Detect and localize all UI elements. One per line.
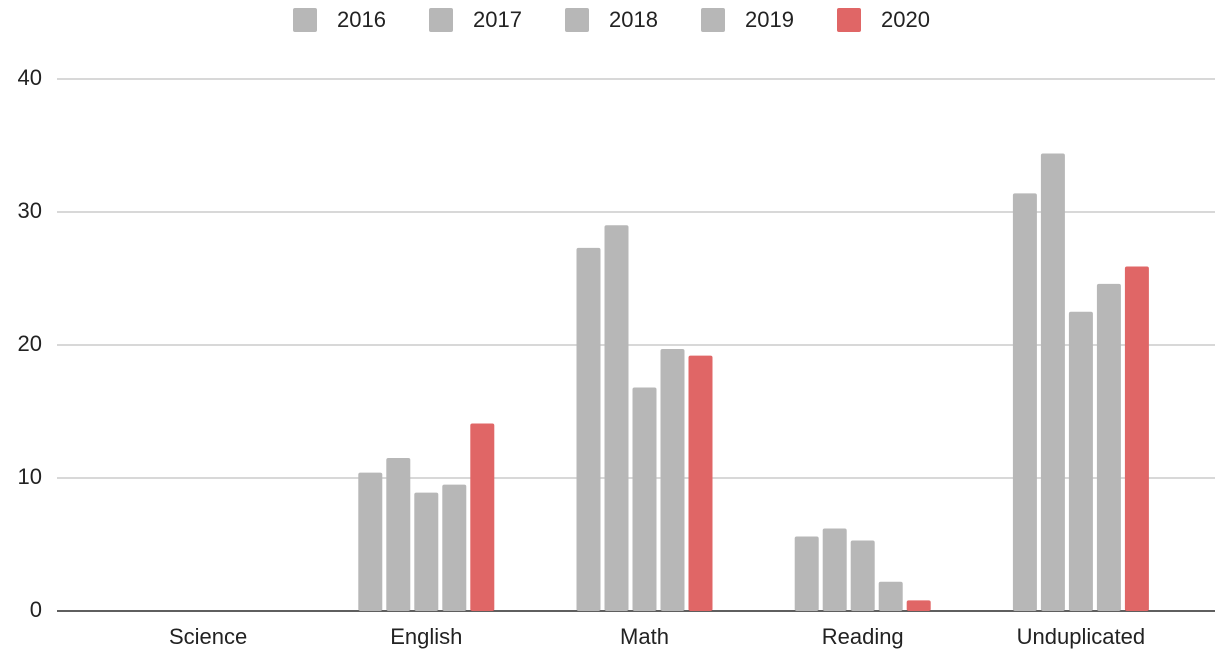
bar xyxy=(1124,266,1149,611)
x-tick-label: Reading xyxy=(822,624,904,649)
bar xyxy=(632,387,657,611)
bar xyxy=(442,484,467,611)
bar xyxy=(660,348,685,611)
y-tick-label: 0 xyxy=(30,597,42,622)
bar xyxy=(470,423,495,611)
bar xyxy=(878,581,903,611)
bar xyxy=(386,458,411,611)
bar xyxy=(794,536,819,611)
bar xyxy=(414,492,439,611)
legend-label: 2018 xyxy=(609,7,658,32)
legend-label: 2016 xyxy=(337,7,386,32)
x-tick-label: Math xyxy=(620,624,669,649)
bar xyxy=(850,540,875,611)
legend-swatch xyxy=(429,8,453,32)
legend-label: 2017 xyxy=(473,7,522,32)
x-tick-label: Science xyxy=(169,624,247,649)
bar xyxy=(604,225,629,612)
bar xyxy=(358,472,383,611)
x-tick-label: English xyxy=(390,624,462,649)
y-tick-label: 20 xyxy=(18,331,42,356)
legend-label: 2020 xyxy=(881,7,930,32)
bar xyxy=(1012,193,1037,611)
legend-swatch xyxy=(565,8,589,32)
bar xyxy=(822,528,847,611)
bar xyxy=(688,355,713,611)
y-tick-label: 30 xyxy=(18,198,42,223)
x-tick-label: Unduplicated xyxy=(1017,624,1145,649)
y-tick-label: 10 xyxy=(18,464,42,489)
bar xyxy=(906,600,931,611)
legend-label: 2019 xyxy=(745,7,794,32)
bar xyxy=(1040,153,1065,612)
bar xyxy=(1068,311,1093,611)
legend-swatch xyxy=(837,8,861,32)
legend-swatch xyxy=(701,8,725,32)
legend-swatch xyxy=(293,8,317,32)
bar xyxy=(1096,283,1121,611)
bar xyxy=(576,247,601,611)
y-tick-label: 40 xyxy=(18,65,42,90)
